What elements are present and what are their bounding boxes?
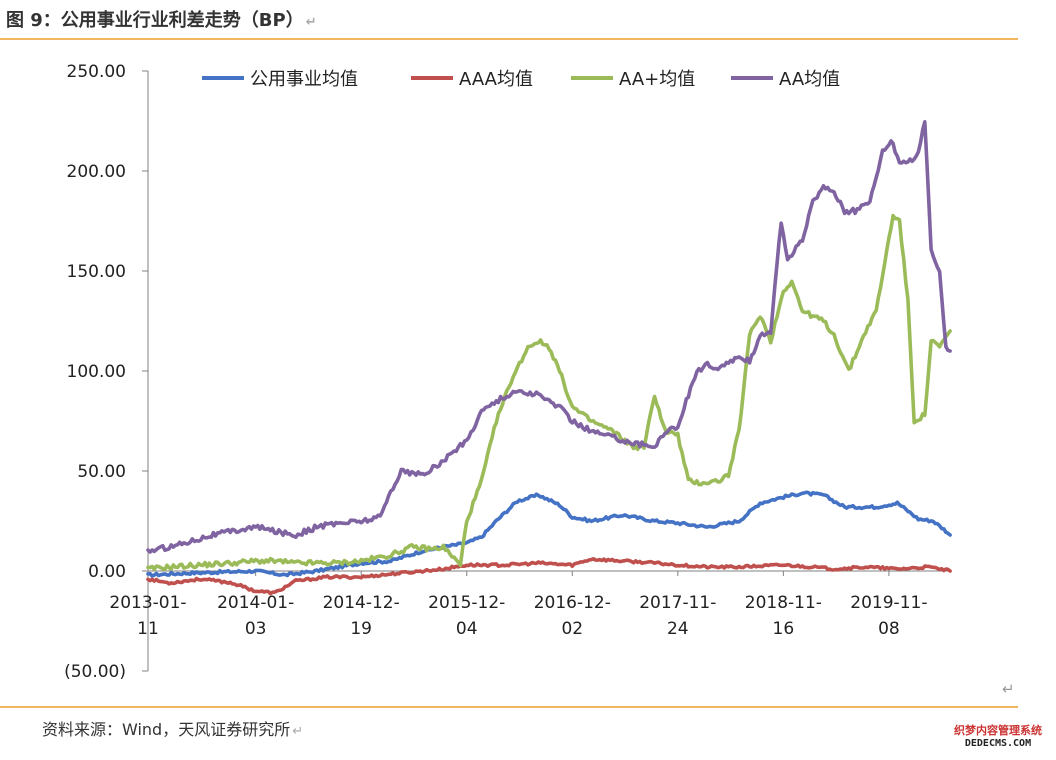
x-tick-label: 2013-01-: [109, 593, 186, 613]
y-tick-label: 150.00: [67, 262, 126, 282]
line-chart: (50.00) 0.00 50.00 100.00 150.00 200.00 250.00…: [64, 62, 952, 682]
source-note: 资料来源：Wind，天风证券研究所 ↵: [42, 720, 304, 739]
x-tick-label: 24: [667, 619, 689, 639]
x-tick-label: 04: [456, 619, 478, 639]
series-line: [146, 557, 952, 596]
x-tick-label: 16: [773, 619, 795, 639]
y-tick-label: 50.00: [77, 462, 126, 482]
watermark: 织梦内容管理系统 DEDECMS.COM: [946, 724, 1050, 750]
x-tick-label: 03: [245, 619, 267, 639]
title-divider: [0, 38, 1018, 40]
legend-label: AA+均值: [619, 69, 695, 90]
x-tick-label: 2018-11-: [745, 593, 822, 613]
y-tick-label: 100.00: [67, 362, 126, 382]
watermark-subtext: DEDECMS.COM: [964, 738, 1032, 749]
x-tick-label: 08: [878, 619, 900, 639]
series-line: [146, 120, 952, 554]
legend-label: AAA均值: [459, 69, 533, 90]
figure-title: 图 9：公用事业行业利差走势（BP） ↵: [6, 10, 317, 31]
legend-label: 公用事业均值: [250, 69, 358, 90]
x-tick-label: 2016-12-: [534, 593, 611, 613]
x-tick-label: 2017-11-: [639, 593, 716, 613]
x-tick-label: 2014-01-: [217, 593, 294, 613]
series-line: [146, 490, 952, 578]
legend-label: AA均值: [779, 69, 840, 90]
x-tick-label: 2014-12-: [323, 593, 400, 613]
x-tick-label: 11: [137, 619, 159, 639]
x-tick-label: 02: [561, 619, 583, 639]
series-line: [146, 213, 952, 572]
x-tick-label: 2015-12-: [428, 593, 505, 613]
y-tick-label: 0.00: [88, 562, 126, 582]
x-tick-label: 2019-11-: [850, 593, 927, 613]
y-tick-label: (50.00): [64, 662, 126, 682]
return-mark-right: ↵: [1002, 680, 1015, 698]
y-tick-label: 250.00: [67, 62, 126, 82]
return-mark: ↵: [305, 15, 317, 30]
footer-divider: [0, 706, 1018, 708]
return-mark: ↵: [292, 724, 304, 739]
x-tick-label: 19: [350, 619, 372, 639]
y-tick-label: 200.00: [67, 162, 126, 182]
watermark-text: 织梦内容管理系统: [954, 724, 1042, 737]
